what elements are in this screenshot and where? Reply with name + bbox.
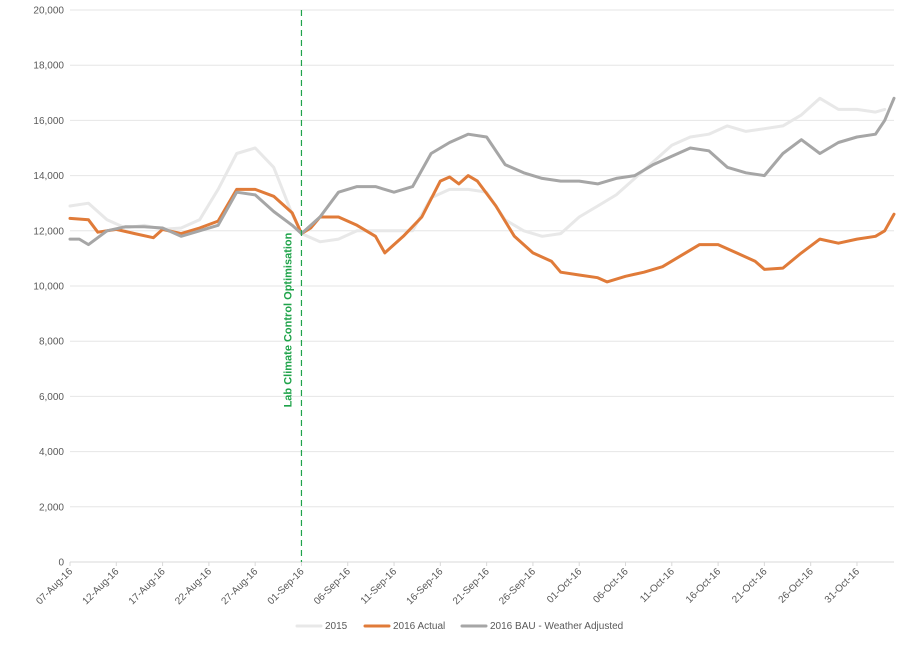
x-tick-label: 16-Oct-16 [684, 566, 724, 606]
y-tick-label: 8,000 [39, 337, 64, 348]
annotation: Lab Climate Control Optimisation [282, 10, 303, 562]
y-tick-label: 0 [58, 558, 64, 569]
x-tick-label: 21-Sep-16 [451, 566, 492, 607]
x-tick-label: 11-Sep-16 [359, 566, 400, 607]
x-tick-label: 01-Oct-16 [545, 566, 585, 606]
x-tick-label: 22-Aug-16 [173, 566, 214, 607]
axes: 0 2,000 4,000 6,000 8,000 10,000 12,000 14,000 1… [33, 6, 894, 607]
y-tick-label: 4,000 [39, 447, 64, 458]
x-tick-label: 21-Oct-16 [730, 566, 770, 606]
legend-2015-label: 2015 [325, 621, 348, 632]
x-tick-label: 16-Sep-16 [405, 566, 446, 607]
x-tick-label: 26-Oct-16 [777, 566, 817, 606]
y-tick-label: 2,000 [39, 502, 64, 513]
legend-2016-bau-label: 2016 BAU - Weather Adjusted [490, 621, 623, 632]
y-tick-label: 6,000 [39, 392, 64, 403]
x-tick-label: 31-Oct-16 [823, 566, 863, 606]
series-line-2016-actual [68, 174, 896, 284]
y-tick-label: 20,000 [33, 6, 64, 17]
x-tick-label: 12-Aug-16 [81, 566, 122, 607]
x-tick-label: 07-Aug-16 [34, 566, 75, 607]
x-tick-label: 06-Oct-16 [591, 566, 631, 606]
annotation-label: Lab Climate Control Optimisation [282, 232, 294, 407]
y-tick-label: 10,000 [33, 282, 64, 293]
x-tick-label: 01-Sep-16 [266, 566, 307, 607]
legend-2016-actual-label: 2016 Actual [393, 621, 445, 632]
x-tick-label: 26-Sep-16 [497, 566, 538, 607]
series-lines [68, 96, 896, 284]
gridlines [70, 9, 894, 508]
y-tick-label: 18,000 [33, 61, 64, 72]
y-tick-label: 16,000 [33, 116, 64, 127]
series-line-2016-bau [68, 96, 896, 247]
y-tick-label: 14,000 [33, 171, 64, 182]
x-tick-label: 11-Oct-16 [638, 566, 677, 605]
x-tick-label: 27-Aug-16 [219, 566, 260, 607]
x-tick-label: 06-Sep-16 [312, 566, 353, 607]
series-line-2015 [68, 96, 887, 244]
y-tick-label: 12,000 [33, 226, 64, 237]
legend: 2015 2016 Actual 2016 BAU - Weather Adjust… [295, 621, 623, 632]
x-tick-label: 17-Aug-16 [127, 566, 168, 607]
